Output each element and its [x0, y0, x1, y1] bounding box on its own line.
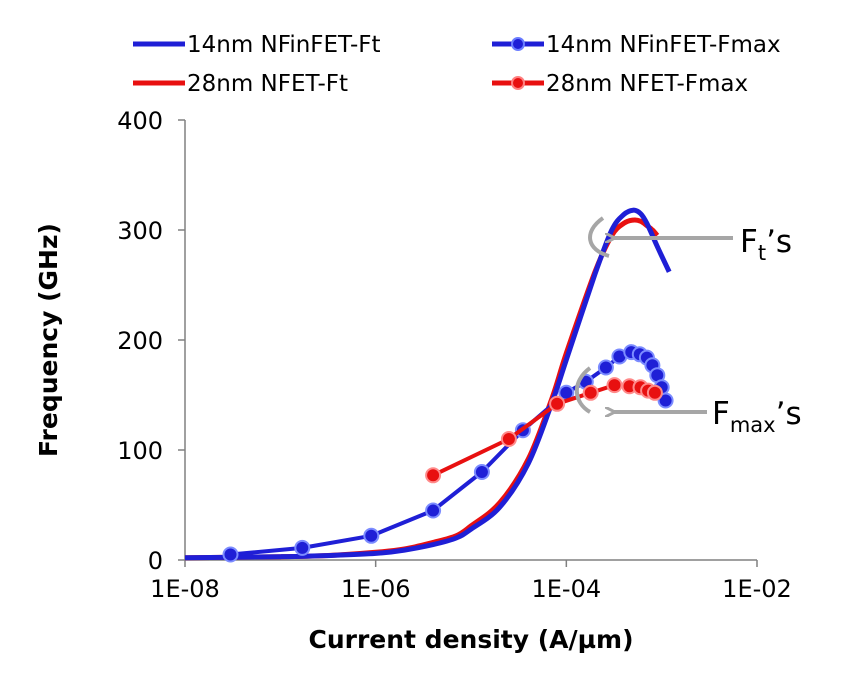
x-tick-label: 1E-08: [150, 575, 220, 603]
data-point: [500, 431, 517, 447]
x-tick-label: 1E-04: [532, 575, 602, 603]
series-line-14nm-nfinfet-fmax: [230, 350, 668, 557]
y-tick-label: 400: [117, 107, 163, 135]
y-axis-title: Frequency (GHz): [34, 223, 63, 457]
series-14nm-nfinfet-fmax: [222, 344, 674, 563]
legend-marker-28nm-fmax: [511, 76, 525, 90]
x-axis-title: Current density (A/µm): [308, 625, 633, 654]
legend-marker-14nm-fmax: [511, 37, 525, 51]
legend-label-14nm-fmax: 14nm NFinFET-Fmax: [546, 32, 781, 58]
series-28nm-nfet-fmax: [425, 377, 663, 484]
series-line-14nm-nfinfet-ft: [184, 207, 672, 561]
y-ticks: 0 100 200 300 400: [117, 107, 185, 575]
data-point: [606, 377, 623, 394]
y-tick-label: 300: [117, 217, 163, 245]
data-point: [363, 527, 380, 544]
x-ticks: 1E-08 1E-06 1E-04 1E-02: [150, 560, 792, 603]
legend-label-14nm-ft: 14nm NFinFET-Ft: [187, 32, 381, 58]
annotation-fmax: Fmax’s: [574, 366, 802, 437]
y-tick-label: 100: [117, 437, 163, 465]
annotation-fmax-label: Fmax’s: [712, 396, 802, 437]
data-point: [473, 464, 490, 480]
annotation-ft-bracket: [588, 216, 610, 258]
x-tick-label: 1E-02: [722, 575, 792, 603]
legend-item-14nm-ft: 14nm NFinFET-Ft: [133, 32, 381, 58]
series-layer: [184, 207, 674, 563]
data-point: [646, 384, 663, 401]
data-point: [294, 539, 311, 556]
data-point: [597, 359, 614, 376]
data-point: [222, 546, 239, 563]
series-14nm-nfinfet-ft: [184, 207, 672, 561]
data-point: [425, 502, 442, 519]
annotation-fmax-bracket: [574, 366, 592, 414]
legend-item-14nm-fmax: 14nm NFinFET-Fmax: [492, 32, 781, 58]
legend-label-28nm-fmax: 28nm NFET-Fmax: [546, 71, 748, 97]
data-point: [549, 395, 566, 412]
annotation-ft: Ft’s: [588, 216, 792, 265]
data-point: [425, 467, 442, 484]
data-point: [657, 392, 674, 409]
legend-label-28nm-ft: 28nm NFET-Ft: [187, 71, 348, 97]
legend-item-28nm-fmax: 28nm NFET-Fmax: [492, 71, 748, 97]
y-tick-label: 200: [117, 327, 163, 355]
legend-item-28nm-ft: 28nm NFET-Ft: [133, 71, 348, 97]
x-tick-label: 1E-06: [341, 575, 411, 603]
axes: [184, 120, 757, 561]
data-point: [582, 384, 599, 401]
y-tick-label: 0: [148, 547, 163, 575]
annotation-ft-label: Ft’s: [740, 224, 792, 265]
legend: 14nm NFinFET-Ft 28nm NFET-Ft 14nm NFinFE…: [133, 32, 781, 97]
